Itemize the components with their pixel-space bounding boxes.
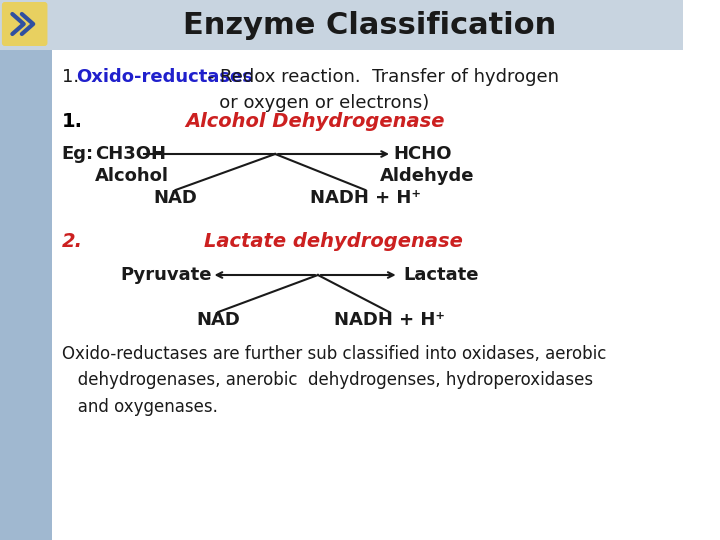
Text: - Redox reaction.  Transfer of hydrogen
   or oxygen or electrons): - Redox reaction. Transfer of hydrogen o… — [202, 68, 559, 112]
Text: 2.: 2. — [62, 232, 83, 251]
Text: Lactate dehydrogenase: Lactate dehydrogenase — [204, 232, 463, 251]
Text: Enzyme Classification: Enzyme Classification — [184, 10, 557, 39]
FancyBboxPatch shape — [0, 50, 52, 540]
Text: NAD: NAD — [197, 311, 240, 329]
Text: CH3OH: CH3OH — [95, 145, 166, 163]
Text: HCHO: HCHO — [394, 145, 452, 163]
Text: Aldehyde: Aldehyde — [379, 167, 474, 185]
Text: Pyruvate: Pyruvate — [120, 266, 212, 284]
FancyBboxPatch shape — [0, 0, 683, 50]
Text: NADH + H⁺: NADH + H⁺ — [333, 311, 444, 329]
Text: Eg:: Eg: — [62, 145, 94, 163]
Text: Lactate: Lactate — [403, 266, 479, 284]
Text: NADH + H⁺: NADH + H⁺ — [310, 189, 421, 207]
Text: Alcohol: Alcohol — [95, 167, 169, 185]
Text: Oxido-reductases are further sub classified into oxidases, aerobic
   dehydrogen: Oxido-reductases are further sub classif… — [62, 345, 606, 416]
Text: Alcohol Dehydrogenase: Alcohol Dehydrogenase — [185, 112, 444, 131]
FancyBboxPatch shape — [2, 2, 48, 46]
Text: NAD: NAD — [153, 189, 197, 207]
Text: 1.: 1. — [62, 68, 78, 86]
Text: 1.: 1. — [62, 112, 83, 131]
Text: Oxido-reductases: Oxido-reductases — [76, 68, 253, 86]
